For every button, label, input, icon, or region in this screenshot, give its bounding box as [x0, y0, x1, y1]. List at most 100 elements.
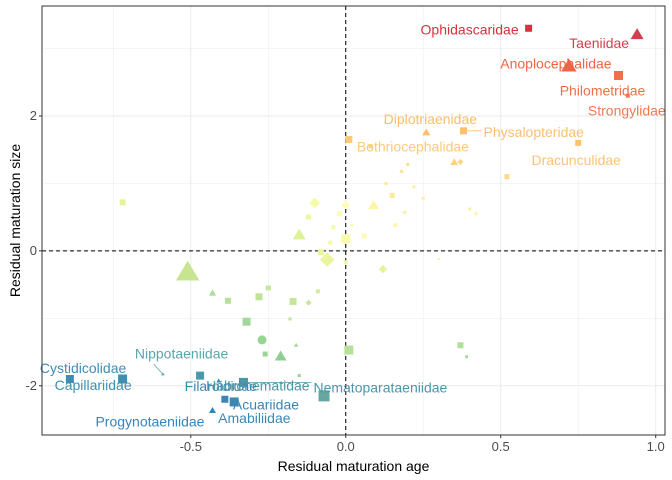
- point-label: Taeniidae: [569, 35, 629, 51]
- labeled-data-point: [614, 70, 624, 80]
- data-point: [361, 233, 367, 239]
- data-point: [309, 197, 321, 209]
- data-point: [378, 264, 388, 274]
- point-label: Capillariidae: [55, 377, 132, 393]
- data-point: [457, 342, 464, 349]
- data-point: [208, 289, 217, 296]
- point-label: Ophidascaridae: [421, 21, 519, 37]
- x-tick-label: -0.5: [180, 439, 202, 454]
- point-label: Habronematidae: [206, 378, 310, 394]
- data-point: [317, 249, 324, 256]
- data-point: [319, 252, 335, 267]
- data-point: [293, 342, 299, 347]
- data-point: [331, 225, 336, 230]
- y-axis-title: Residual maturation size: [7, 144, 23, 298]
- y-tick-label: -2: [25, 378, 37, 393]
- data-point: [437, 257, 440, 260]
- data-point: [384, 181, 388, 185]
- data-point: [344, 345, 354, 355]
- data-point: [350, 223, 354, 227]
- data-point: [265, 285, 271, 291]
- data-point: [305, 299, 312, 306]
- point-label: Dracunculidae: [531, 152, 621, 168]
- data-point: [297, 374, 301, 378]
- data-point: [343, 260, 348, 265]
- x-tick-label: 0.5: [492, 439, 510, 454]
- y-tick-label: 0: [30, 243, 37, 258]
- data-point: [255, 293, 263, 301]
- labeled-data-point: [229, 397, 239, 407]
- data-point: [393, 223, 398, 228]
- labeled-data-point: [65, 375, 74, 384]
- point-label: Strongylidae: [588, 103, 666, 119]
- x-tick-label: 0.0: [337, 439, 355, 454]
- axes: -0.5 0.0 0.5 1.0 -2 0 2: [25, 108, 664, 454]
- data-point: [175, 260, 200, 281]
- data-point: [337, 211, 343, 217]
- point-label: Physalopteridae: [484, 124, 585, 140]
- data-point: [465, 355, 469, 359]
- point-label: Acuariidae: [233, 396, 299, 412]
- point-label: Anoplocephalidae: [500, 56, 612, 72]
- labeled-data-point: [525, 24, 533, 32]
- data-point: [504, 174, 510, 180]
- data-point: [306, 214, 312, 220]
- data-point: [406, 163, 410, 167]
- labeled-data-point: [208, 406, 217, 413]
- panel-border: [41, 5, 666, 436]
- data-point: [257, 335, 267, 345]
- data-point: [315, 289, 320, 294]
- point-labels: Ophidascaridae Taeniidae Anoplocephalidae P…: [40, 21, 666, 429]
- point-label: Cystidicolidae: [40, 360, 127, 376]
- point-label: Nippotaeniidae: [135, 345, 229, 361]
- data-point: [341, 200, 350, 210]
- labeled-data-point: [575, 139, 582, 146]
- labeled-data-point: [630, 28, 644, 40]
- data-point: [450, 158, 459, 166]
- data-point: [368, 144, 373, 149]
- point-label: Bothriocephalidae: [357, 139, 469, 155]
- labeled-data-point: [561, 58, 577, 72]
- point-label: Diplotriaenidae: [384, 111, 478, 127]
- labeled-data-point: [118, 374, 128, 384]
- data-point: [288, 317, 292, 321]
- data-point: [341, 234, 351, 244]
- data-point: [274, 350, 287, 361]
- data-points: [65, 24, 644, 413]
- labeled-data-point: [625, 93, 630, 98]
- x-tick-label: 1.0: [647, 439, 665, 454]
- data-point: [289, 297, 297, 305]
- data-point: [318, 390, 330, 402]
- data-point: [119, 199, 126, 206]
- data-point: [389, 193, 395, 199]
- data-point: [242, 317, 251, 326]
- data-point: [457, 158, 464, 165]
- labeled-data-point: [422, 128, 431, 136]
- point-label: Progynotaeniidae: [95, 414, 204, 430]
- data-point: [468, 207, 472, 211]
- data-point: [412, 185, 416, 189]
- data-point: [292, 228, 306, 240]
- labeled-data-point: [221, 395, 229, 403]
- reference-lines: [42, 6, 665, 435]
- x-axis-title: Residual maturation age: [278, 458, 430, 474]
- label-leader-line: [153, 364, 164, 375]
- y-tick-label: 2: [30, 108, 37, 123]
- data-point: [399, 168, 404, 173]
- point-label: Philometridae: [560, 82, 646, 98]
- labeled-data-point: [196, 371, 205, 380]
- labeled-data-point: [216, 378, 222, 383]
- data-point: [474, 212, 478, 216]
- labeled-data-point: [345, 136, 353, 144]
- point-label: Filaroididae: [185, 378, 258, 394]
- point-label: Amabiliidae: [218, 410, 291, 426]
- data-point: [262, 351, 268, 357]
- point-label: Nematoparataeniidae: [313, 379, 447, 395]
- data-point: [421, 196, 425, 200]
- data-point: [224, 297, 231, 304]
- data-point: [403, 210, 407, 214]
- data-point: [368, 200, 379, 210]
- data-point: [328, 240, 333, 245]
